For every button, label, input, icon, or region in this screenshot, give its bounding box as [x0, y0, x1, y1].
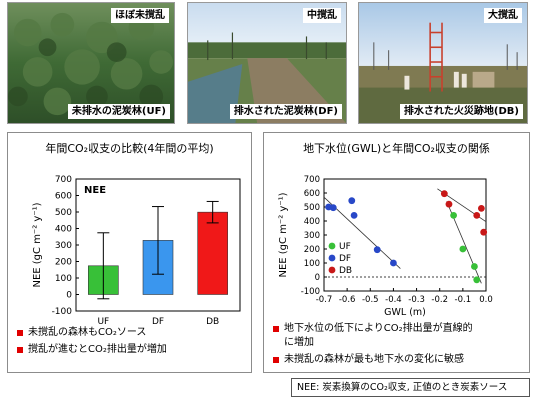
x-tick-label: 0.0	[479, 295, 493, 305]
y-tick-label: 0	[315, 273, 320, 283]
point-df	[390, 259, 397, 267]
point-db	[440, 190, 448, 198]
y-axis-label: NEE (gC m⁻² y⁻¹)	[32, 202, 43, 287]
legend-marker-db	[328, 266, 336, 274]
y-tick-label: 100	[55, 274, 72, 284]
point-uf	[473, 276, 481, 284]
x-axis-label: GWL (m)	[384, 307, 426, 318]
y-tick-label: 700	[304, 175, 320, 185]
y-tick-label: 0	[66, 291, 72, 301]
scatter-chart-title: 地下水位(GWL)と年間CO₂収支の関係	[303, 142, 490, 155]
category-label: DF	[152, 317, 164, 327]
gwl-nee-scatter-chart: -100 0 100 200 300 400 500 600 700 -0.7 -0.6 -0.5 -0…	[278, 175, 493, 318]
bullet-item: 未撹乱の森林が最も地下水の変化に敏感	[272, 353, 473, 367]
scatter-chart-panel: 地下水位(GWL)と年間CO₂収支の関係 -100 0 100 200 300 400 50…	[263, 132, 530, 373]
point-df	[350, 212, 358, 219]
x-tick-label: -0.3	[408, 295, 425, 305]
legend-label-uf: UF	[339, 242, 351, 252]
point-uf	[450, 212, 457, 219]
category-label: UF	[97, 317, 109, 327]
y-tick-label: 600	[304, 189, 320, 199]
point-uf	[471, 263, 478, 270]
category-label: DB	[206, 317, 219, 327]
bullet-item: 撹乱が進むとCO₂排出量が増加	[16, 343, 167, 357]
y-tick-label: -100	[301, 287, 320, 297]
bullet-continuation: に増加	[284, 337, 314, 348]
y-tick-label: 200	[304, 245, 320, 255]
x-tick-label: -0.4	[385, 295, 402, 305]
y-tick-label: 300	[55, 241, 72, 251]
bullet-item: 未撹乱の森林もCO₂ソース	[16, 326, 167, 340]
y-tick-label: -100	[52, 307, 73, 317]
y-tick-label: 200	[55, 258, 72, 268]
x-tick-label: -0.6	[339, 295, 356, 305]
x-tick-label: -0.7	[316, 295, 333, 305]
y-tick-label: 700	[55, 175, 72, 185]
y-tick-label: 500	[304, 203, 320, 213]
footnote: NEE: 炭素換算のCO₂収支, 正値のとき炭素ソース	[291, 378, 530, 397]
y-axis-label: NEE (gC m⁻² y⁻¹)	[278, 192, 289, 277]
photo-undisturbed-forest-image	[8, 3, 174, 123]
point-db	[445, 200, 453, 208]
point-df	[348, 197, 356, 205]
photo-undisturbed-forest: ほぼ未撹乱 未排水の泥炭林(UF)	[7, 2, 175, 124]
y-tick-label: 300	[304, 231, 320, 241]
legend-label-db: DB	[339, 266, 352, 276]
left-bullet-list: 未撹乱の森林もCO₂ソース 撹乱が進むとCO₂排出量が増加	[16, 326, 167, 360]
bar-chart-title: 年間CO₂収支の比較(4年間の平均)	[45, 142, 214, 155]
legend-label-df: DF	[339, 254, 351, 264]
photo-drained-forest: 中撹乱 排水された泥炭林(DF)	[187, 2, 347, 124]
y-tick-label: 400	[304, 217, 320, 227]
y-tick-label: 400	[55, 225, 72, 235]
x-tick-label: -0.1	[455, 295, 472, 305]
bullet-item: 地下水位の低下によりCO₂排出量が直線的	[272, 322, 473, 336]
bar-chart-panel: 年間CO₂収支の比較(4年間の平均) -100 0 100 200 300 400 500 6…	[7, 132, 252, 373]
point-df	[329, 204, 337, 212]
x-tick-label: -0.5	[362, 295, 379, 305]
legend-label: NEE	[84, 185, 106, 196]
point-db	[477, 205, 485, 212]
photo-tag: ほぼ未撹乱	[111, 8, 169, 23]
right-bullet-list: 地下水位の低下によりCO₂排出量が直線的 に増加 未撹乱の森林が最も地下水の変化…	[272, 322, 473, 370]
point-df	[373, 246, 381, 254]
photo-tag: 中撹乱	[303, 8, 341, 23]
photo-caption: 未排水の泥炭林(UF)	[67, 104, 170, 119]
photo-burnt-site: 大撹乱 排水された火災跡地(DB)	[358, 2, 528, 124]
fit-line-df	[323, 196, 401, 269]
legend-marker-uf	[328, 242, 336, 250]
point-uf	[459, 245, 467, 253]
x-tick-label: -0.2	[431, 295, 448, 305]
y-tick-label: 500	[55, 208, 72, 218]
photo-caption: 排水された火災跡地(DB)	[399, 104, 523, 119]
photo-tag: 大撹乱	[484, 8, 522, 23]
photo-caption: 排水された泥炭林(DF)	[229, 104, 342, 119]
nee-bar-chart: -100 0 100 200 300 400 500 600 700 NEE (gC m⁻² y⁻…	[32, 175, 241, 327]
bar-db	[197, 211, 228, 295]
y-tick-label: 100	[304, 259, 320, 269]
legend-marker-df	[328, 254, 336, 262]
y-tick-label: 600	[55, 192, 72, 202]
point-db	[473, 212, 481, 219]
point-db	[480, 228, 488, 236]
